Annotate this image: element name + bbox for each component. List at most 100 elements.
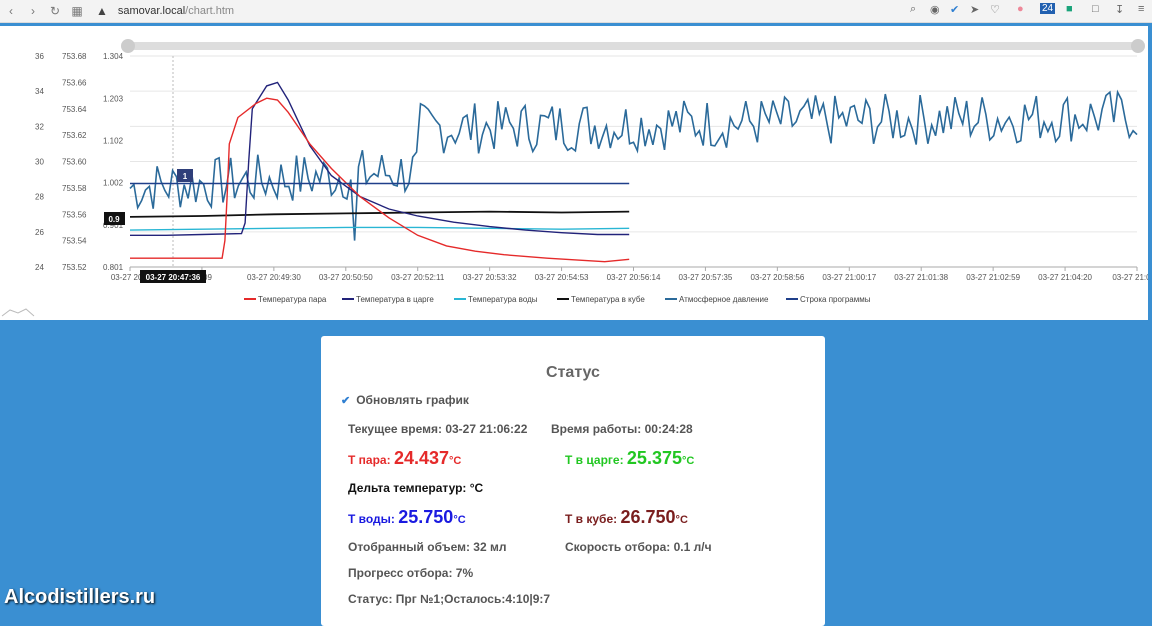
address-bar[interactable]: samovar.local/chart.htm bbox=[118, 5, 234, 17]
cube-temp-label: Т в кубе: bbox=[565, 512, 618, 526]
extension-icon[interactable]: ● bbox=[1017, 3, 1024, 15]
temp-axis-tick: 26 bbox=[35, 228, 44, 237]
program-status: Статус: Прг №1;Осталось:4:10|9:7 bbox=[348, 592, 551, 606]
range-slider-handle-right[interactable] bbox=[1131, 39, 1145, 53]
share-icon[interactable]: ➤ bbox=[970, 4, 980, 16]
legend-item-label: Строка программы bbox=[800, 295, 871, 304]
pressure-axis-tick: 753.66 bbox=[62, 78, 87, 87]
series-steam-temp-line bbox=[130, 97, 630, 263]
tooltip-value-label: 0.9 bbox=[108, 215, 120, 224]
steam-temp-unit: °C bbox=[449, 455, 462, 467]
status-card: Статус ✔ Обновлять график Текущее время:… bbox=[321, 336, 825, 626]
cube-temp: Т в кубе: 26.750°C bbox=[565, 507, 688, 528]
temp-axis-tick: 30 bbox=[35, 158, 44, 167]
x-axis-tick: 03-27 20:56:14 bbox=[607, 273, 661, 282]
not-secure-icon[interactable]: ▲ bbox=[96, 4, 108, 18]
temperature-chart: 36 34 32 30 28 26 24 753.68 753.66 753.64 753.62 75… bbox=[1, 39, 1148, 317]
x-axis-tick: 03-27 21:05:4 bbox=[1112, 273, 1148, 282]
reload-icon[interactable]: ↻ bbox=[49, 4, 61, 18]
series-column-temp-line bbox=[130, 81, 630, 237]
pressure-axis-tick: 753.58 bbox=[62, 184, 87, 193]
water-temp-label: Т воды: bbox=[348, 512, 395, 526]
x-axis-tick: 03-27 20:58:56 bbox=[750, 273, 804, 282]
program-axis-tick: 0.901 bbox=[103, 221, 124, 230]
column-temp-label: Т в царге: bbox=[565, 453, 624, 467]
x-axis-tick: 03-27 21:02:59 bbox=[966, 273, 1020, 282]
x-axis-tick: 03-27 20:57:35 bbox=[679, 273, 733, 282]
download-icon[interactable]: ↧ bbox=[1115, 4, 1125, 16]
browser-toolbar: ‹ › ↻ ▦ ▲ samovar.local/chart.htm ⌕ ◉ ✔ … bbox=[0, 0, 1152, 23]
steam-temp: Т пара: 24.437°C bbox=[348, 448, 461, 469]
cube-temp-value: 26.750 bbox=[620, 507, 676, 527]
update-chart-toggle[interactable]: ✔ Обновлять график bbox=[341, 393, 469, 407]
x-axis-tick: 03-27 21:04:20 bbox=[1038, 273, 1092, 282]
program-axis-tick: 1.203 bbox=[103, 94, 124, 103]
legend-item-label: Температура воды bbox=[468, 295, 538, 304]
collection-speed: Скорость отбора: 0.1 л/ч bbox=[565, 540, 712, 554]
forward-icon[interactable]: › bbox=[31, 4, 35, 18]
back-icon[interactable]: ‹ bbox=[9, 4, 13, 18]
cursor-time-label: 03-27 20:47:36 bbox=[146, 273, 201, 282]
temp-axis-tick: 32 bbox=[35, 122, 44, 131]
checkmark-icon: ✔ bbox=[341, 394, 351, 407]
delta-temp: Дельта температур: °C bbox=[348, 481, 484, 495]
tooltip-value-box bbox=[104, 212, 125, 225]
water-temp: Т воды: 25.750°C bbox=[348, 507, 466, 528]
pressure-axis-tick: 753.62 bbox=[62, 131, 87, 140]
program-axis-tick: 1.304 bbox=[103, 52, 124, 61]
temp-axis-tick: 36 bbox=[35, 52, 44, 61]
series-water-temp-line bbox=[129, 226, 630, 231]
temp-axis-tick: 34 bbox=[35, 87, 44, 96]
minimap-icon bbox=[1, 308, 35, 317]
menu-icon[interactable]: ≡ bbox=[1138, 3, 1145, 15]
shield-check-icon[interactable]: ✔ bbox=[950, 4, 960, 16]
update-chart-label: Обновлять график bbox=[356, 393, 469, 407]
temp-axis-tick: 28 bbox=[35, 193, 44, 202]
x-axis-tick: 03-27 20:53:32 bbox=[463, 273, 517, 282]
x-axis-tick: 03-27 20:52:11 bbox=[391, 273, 445, 282]
x-axis-tick: 03-27 21:01:38 bbox=[894, 273, 948, 282]
url-host: samovar.local bbox=[117, 5, 186, 17]
status-title: Статус bbox=[546, 364, 600, 381]
camera-icon[interactable]: ◉ bbox=[930, 4, 940, 16]
series-pressure-line bbox=[129, 89, 1138, 241]
pressure-axis-tick: 753.68 bbox=[62, 52, 87, 61]
water-temp-unit: °C bbox=[453, 514, 466, 526]
column-temp-value: 25.375 bbox=[626, 448, 682, 468]
cursor-time-box bbox=[140, 270, 206, 283]
zoom-icon[interactable]: ⌕ bbox=[910, 3, 917, 15]
collection-progress: Прогресс отбора: 7% bbox=[348, 566, 474, 580]
flag-marker[interactable] bbox=[177, 169, 193, 182]
legend-item-label: Температура пара bbox=[258, 295, 327, 304]
legend-item-label: Температура в кубе bbox=[571, 295, 645, 304]
column-temp: Т в царге: 25.375°C bbox=[565, 448, 694, 469]
pressure-axis-tick: 753.52 bbox=[62, 263, 87, 272]
heart-icon[interactable]: ♡ bbox=[990, 4, 1000, 16]
extension-badge[interactable]: 24 bbox=[1040, 3, 1056, 14]
x-axis-tick: 03-27 21:00:17 bbox=[822, 273, 876, 282]
pressure-axis-tick: 753.60 bbox=[62, 158, 87, 167]
steam-temp-label: Т пара: bbox=[348, 453, 391, 467]
legend-item-label: Температура в царге bbox=[356, 295, 434, 304]
x-axis-tick: 03-27 20:54:53 bbox=[535, 273, 589, 282]
program-axis-tick: 1.102 bbox=[103, 137, 124, 146]
steam-temp-value: 24.437 bbox=[393, 448, 449, 468]
x-axis-tick: 03-27 20:50:50 bbox=[319, 273, 373, 282]
series-cube-temp-line bbox=[129, 210, 630, 218]
url-path: /chart.htm bbox=[185, 5, 235, 17]
temp-axis-tick: 24 bbox=[35, 263, 44, 272]
apps-grid-icon[interactable]: ▦ bbox=[71, 4, 83, 18]
pressure-axis-tick: 753.56 bbox=[62, 210, 87, 219]
cube-temp-unit: °C bbox=[675, 514, 688, 526]
extension-green-icon[interactable]: ■ bbox=[1066, 3, 1073, 15]
range-slider-handle-left[interactable] bbox=[121, 39, 135, 53]
pressure-axis-tick: 753.64 bbox=[62, 105, 87, 114]
pressure-axis-tick: 753.54 bbox=[62, 237, 87, 246]
current-time: Текущее время: 03-27 21:06:22 bbox=[348, 422, 528, 436]
column-temp-unit: °C bbox=[681, 455, 695, 467]
program-axis-tick: 0.801 bbox=[103, 263, 124, 272]
cube-icon[interactable]: □ bbox=[1092, 3, 1099, 15]
chart-panel: 36 34 32 30 28 26 24 753.68 753.66 753.64 753.62 75… bbox=[0, 26, 1148, 320]
x-axis-tick: 03-27 20:4 bbox=[111, 273, 150, 282]
legend-item-label: Атмосферное давление bbox=[679, 295, 769, 304]
